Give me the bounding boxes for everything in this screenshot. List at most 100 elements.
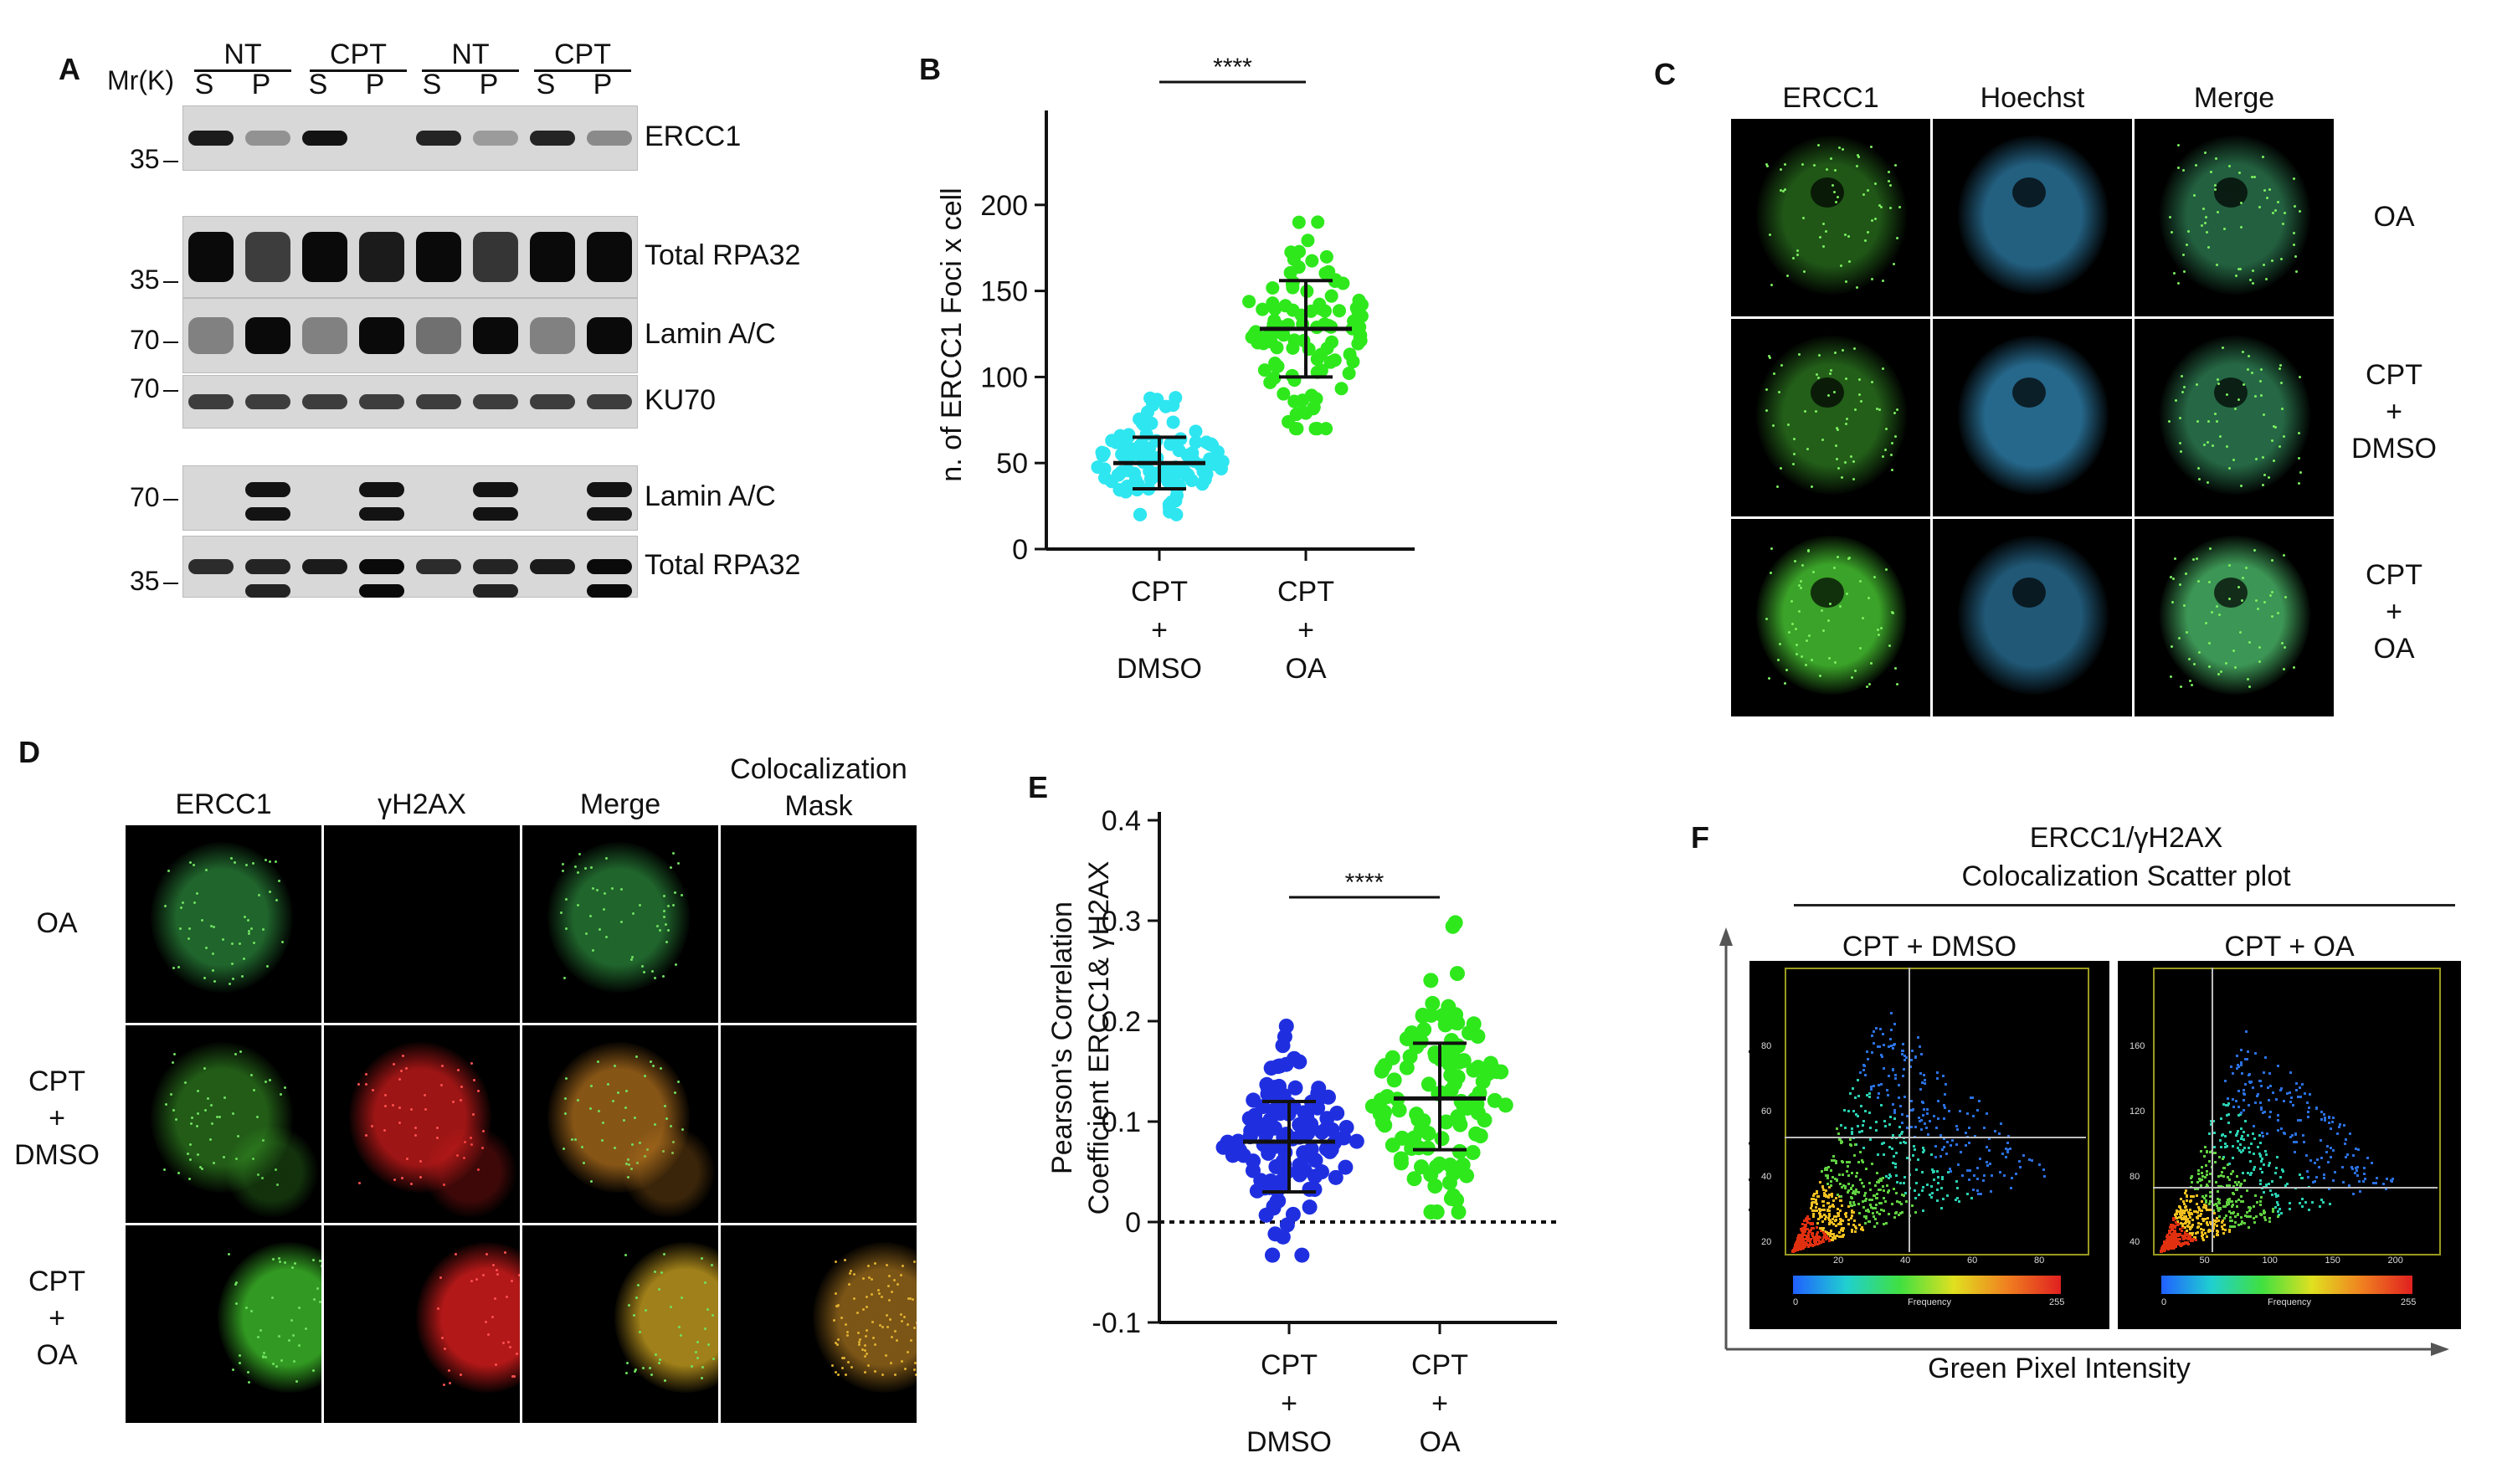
foci-speckle: [235, 1302, 239, 1306]
foci-speckle: [1793, 452, 1796, 455]
foci-speckle: [298, 1306, 301, 1309]
data-point: [1451, 1143, 1467, 1159]
scatter-pixel: [2262, 1211, 2265, 1214]
data-point: [1314, 1124, 1330, 1140]
scatter-pixel: [2243, 1146, 2246, 1149]
foci-speckle: [1832, 190, 1836, 193]
scatter-pixel: [2201, 1172, 2204, 1175]
foci-speckle: [2183, 270, 2186, 274]
colocalization-speckle: [850, 1365, 853, 1368]
scatter-pixel: [1941, 1177, 1945, 1180]
scatter-pixel: [2196, 1231, 2199, 1235]
scatter-pixel: [2202, 1197, 2206, 1200]
protein-band: [359, 232, 404, 282]
scatter-pixel: [2305, 1101, 2309, 1104]
protein-band: [188, 232, 234, 282]
foci-speckle: [2237, 267, 2241, 270]
scatter-pixel: [2171, 1228, 2174, 1231]
scatter-pixel: [2198, 1214, 2201, 1217]
data-point: [1311, 215, 1325, 229]
scatter-pixel: [2237, 1146, 2240, 1149]
scatter-pixel: [2283, 1131, 2286, 1134]
foci-speckle: [457, 1069, 460, 1072]
foci-speckle: [384, 1094, 388, 1097]
western-blot-strip: [182, 465, 638, 531]
foci-speckle: [392, 1063, 395, 1066]
scatter-pixel: [1861, 1158, 1863, 1162]
scatter-pixel: [2179, 1221, 2182, 1225]
foci-speckle: [171, 1061, 174, 1065]
scatter-pixel: [2351, 1193, 2355, 1196]
foci-speckle: [2171, 601, 2175, 604]
data-point: [1413, 1034, 1429, 1050]
scatter-pixel: [2184, 1204, 2187, 1208]
x-category-label: OA: [1419, 1426, 1460, 1458]
scatter-pixel: [1888, 1146, 1892, 1149]
foci-speckle: [443, 1383, 446, 1386]
scatter-pixel: [2232, 1105, 2235, 1108]
foci-speckle: [664, 1105, 667, 1108]
scatter-pixel: [2207, 1208, 2210, 1211]
scatter-pixel: [1830, 1180, 1833, 1184]
foci-speckle: [2281, 642, 2284, 645]
foci-speckle: [364, 1134, 367, 1137]
foci-speckle: [2170, 575, 2173, 578]
scatter-pixel: [2328, 1121, 2331, 1124]
micrograph-column-label-line2: Mask: [784, 790, 853, 822]
scatter-pixel: [1918, 1045, 1921, 1048]
data-point: [1466, 1016, 1482, 1032]
foci-speckle: [1829, 369, 1832, 372]
scatter-pixel: [2187, 1213, 2191, 1216]
scatter-pixel: [1898, 1125, 1901, 1128]
foci-speckle: [588, 915, 592, 918]
foci-speckle: [681, 1128, 684, 1132]
foci-speckle: [2181, 169, 2185, 172]
scatter-pixel: [1886, 1094, 1889, 1097]
scatter-pixel: [1942, 1103, 1945, 1107]
scatter-pixel: [2359, 1189, 2362, 1193]
scatter-pixel: [1942, 1197, 1945, 1200]
foci-speckle: [448, 1382, 451, 1385]
scatter-pixel: [2181, 1242, 2184, 1245]
scatter-pixel: [2196, 1215, 2199, 1219]
scatter-pixel: [1830, 1184, 1833, 1187]
colocalization-speckle: [897, 1283, 899, 1286]
foci-speckle: [502, 1341, 506, 1344]
scatter-pixel: [2212, 1120, 2215, 1123]
scatter-pixel: [2318, 1204, 2321, 1208]
scatter-pixel: [2240, 1137, 2243, 1141]
scatter-pixel: [2174, 1233, 2177, 1236]
foci-speckle: [1852, 347, 1856, 350]
scatter-pixel: [1887, 1176, 1890, 1179]
scatter-pixel: [2301, 1198, 2304, 1201]
scatter-pixel: [2019, 1165, 2022, 1168]
protein-band: [473, 317, 518, 354]
scatter-pixel: [2217, 1175, 2221, 1178]
scatter-pixel: [2191, 1239, 2194, 1242]
foci-speckle: [291, 1333, 295, 1337]
scatter-pixel: [1869, 1088, 1873, 1091]
scatter-pixel: [2349, 1132, 2352, 1135]
scatter-pixel: [1941, 1148, 1945, 1151]
scatter-pixel: [2205, 1220, 2208, 1224]
micrograph-column-label: Hoechst: [1980, 82, 2085, 114]
y-tick-label: 0: [1125, 1207, 1141, 1239]
scatter-pixel: [2219, 1184, 2222, 1188]
foci-speckle: [424, 1108, 428, 1112]
foci-speckle: [1829, 157, 1832, 161]
scatter-pixel: [2248, 1147, 2251, 1150]
micrograph-tile: [2135, 519, 2334, 716]
scatter-pixel: [1805, 1224, 1808, 1227]
scatter-pixel: [2219, 1138, 2222, 1142]
scatter-pixel: [2262, 1190, 2265, 1194]
scatter-pixel: [2189, 1240, 2192, 1243]
data-point: [1275, 1229, 1291, 1245]
scatter-pixel: [1842, 1161, 1845, 1164]
scatter-pixel: [2250, 1142, 2253, 1145]
scatter-pixel: [2295, 1141, 2299, 1143]
scatter-pixel: [2259, 1101, 2263, 1104]
foci-speckle: [1882, 279, 1885, 282]
foci-speckle: [2293, 177, 2296, 181]
cell-nucleus: [416, 1242, 520, 1393]
foci-speckle: [2187, 230, 2191, 234]
